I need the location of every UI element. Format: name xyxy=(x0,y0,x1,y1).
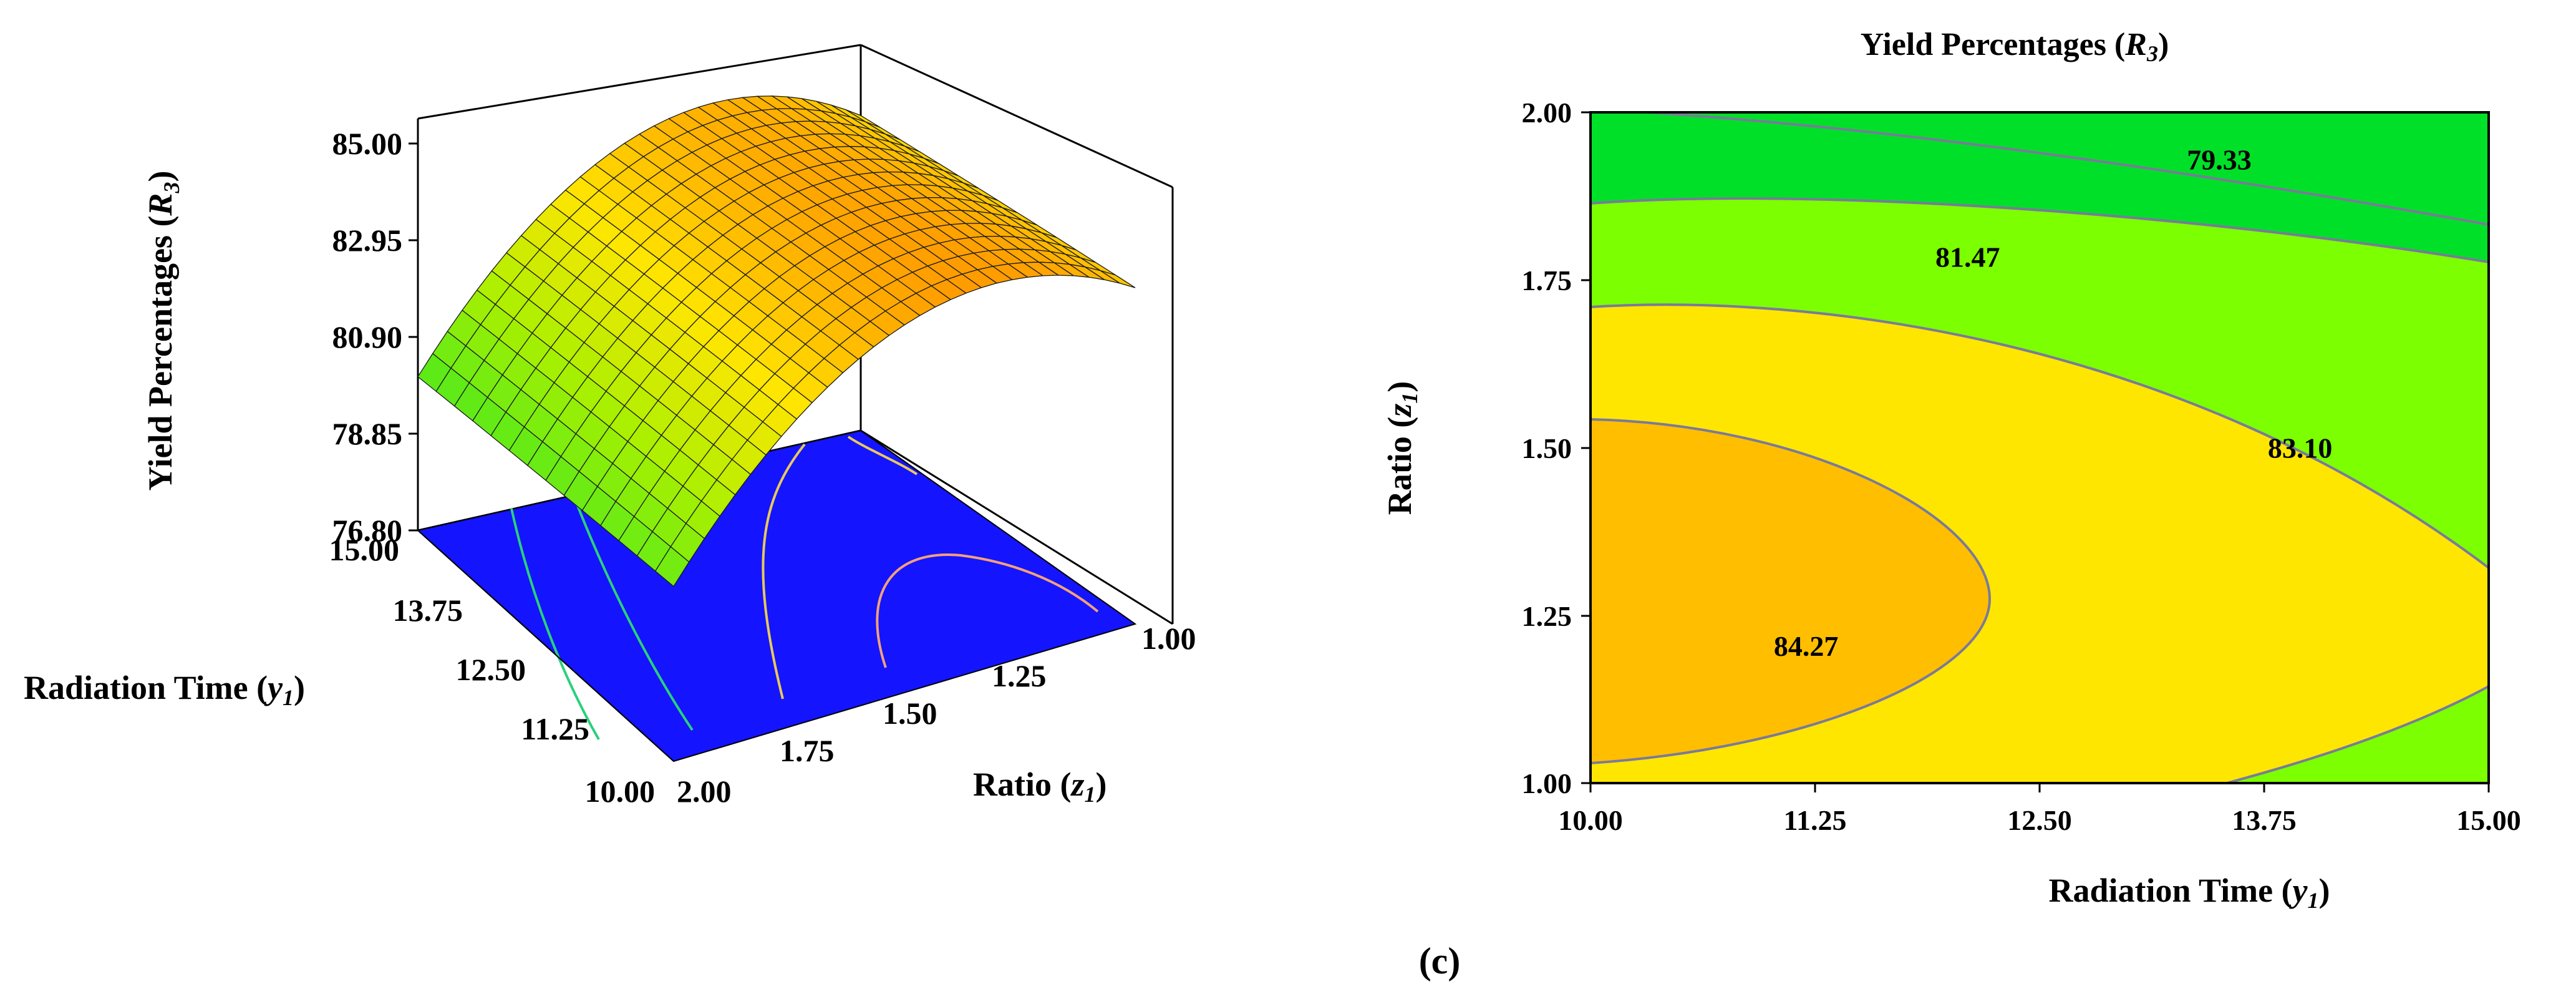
ratio-tick-label: 1.00 xyxy=(1141,621,1196,656)
ratio-axis: 2.00 1.75 1.50 1.25 1.00 Ratio (z1) xyxy=(677,621,1196,809)
floor-contour-line xyxy=(847,436,918,475)
contour-title-main: Yield Percentages ( xyxy=(1861,27,2126,62)
contour-x-tick-label: 12.50 xyxy=(2007,804,2072,836)
time-tick-label: 11.25 xyxy=(521,711,589,746)
contour-x-title-main: Radiation Time ( xyxy=(2048,872,2292,909)
time-axis-title-close: ) xyxy=(294,669,305,706)
contour-labels: 79.33 81.47 83.10 84.27 xyxy=(1774,144,2333,661)
ratio-tick-label: 1.50 xyxy=(883,696,937,731)
time-axis-title-main: Radiation Time ( xyxy=(24,669,268,706)
contour-x-tick-label: 10.00 xyxy=(1558,804,1623,836)
floor-contours xyxy=(510,436,1099,740)
z-tick: 85.00 xyxy=(332,126,418,161)
ratio-axis-title-sub: 1 xyxy=(1084,782,1095,807)
contour-line-83-corner xyxy=(2226,685,2489,783)
time-tick-label: 12.50 xyxy=(456,652,526,687)
floor-contour-line xyxy=(573,495,694,731)
floor-contour-line xyxy=(876,553,1099,668)
contour-x-tick-label: 13.75 xyxy=(2232,804,2297,836)
time-axis-line xyxy=(417,530,674,762)
frame-floor-back-right xyxy=(860,429,1173,625)
contour-y-tick-label: 1.00 xyxy=(1522,767,1572,799)
surface-facet xyxy=(654,546,690,587)
contour-line-79 xyxy=(1646,112,2489,226)
contour-level-label: 84.27 xyxy=(1774,630,1839,662)
contour-lines xyxy=(1591,112,2489,783)
contour-line-83 xyxy=(1591,303,2489,569)
contour-x-axis-title: Radiation Time (y1) xyxy=(2048,872,2330,913)
contour-title-close: ) xyxy=(2158,27,2169,62)
contour-level-label: 83.10 xyxy=(2268,432,2333,464)
contour-x-axis: 10.00 11.25 12.50 13.75 15.00 Radiation … xyxy=(1558,783,2521,913)
contour-title: Yield Percentages (R3) xyxy=(1861,27,2169,66)
contour-y-tick-label: 1.50 xyxy=(1522,432,1572,464)
z-tick-label: 76.80 xyxy=(332,513,403,548)
z-tick-label: 82.95 xyxy=(332,223,403,258)
contour-x-tick-label: 11.25 xyxy=(1784,804,1847,836)
contour-regions xyxy=(1591,112,2489,783)
time-axis-title: Radiation Time (y1) xyxy=(24,669,305,710)
z-tick: 82.95 xyxy=(332,223,418,258)
contour-x-tick-label: 15.00 xyxy=(2456,804,2521,836)
time-tick-label: 15.00 xyxy=(329,532,400,567)
contour-y-tick-label: 2.00 xyxy=(1522,97,1572,129)
z-tick: 78.85 xyxy=(332,416,418,451)
contour-x-title-sub: 1 xyxy=(2308,888,2319,913)
z-tick-label: 80.90 xyxy=(332,319,403,354)
contour-y-title-close: ) xyxy=(1381,381,1418,392)
ratio-axis-title-close: ) xyxy=(1095,766,1106,803)
time-axis-title-var: y xyxy=(264,669,283,706)
ratio-axis-title-var: z xyxy=(1070,766,1084,803)
z-tick: 80.90 xyxy=(332,319,418,354)
z-tick-label: 78.85 xyxy=(332,416,403,451)
contour-y-tick-label: 1.25 xyxy=(1522,600,1572,632)
z-axis-title-sub: 3 xyxy=(159,182,184,194)
response-surface xyxy=(417,95,1136,587)
contour-level-label: 81.47 xyxy=(1935,241,2000,273)
ratio-tick-label: 2.00 xyxy=(677,774,732,809)
ratio-axis-title-main: Ratio ( xyxy=(973,766,1071,803)
surface-plot: 85.00 82.95 80.90 78.85 76.80 Yield Perc… xyxy=(24,44,1196,809)
contour-plot: Yield Percentages (R3) 79.33 81.47 83.10 84… xyxy=(1381,27,2521,913)
contour-y-axis-title: Ratio (z1) xyxy=(1381,381,1422,515)
contour-title-var: R xyxy=(2124,27,2147,62)
ratio-tick-label: 1.25 xyxy=(992,658,1047,693)
time-axis-title-sub: 1 xyxy=(283,685,294,710)
floor-contour-line xyxy=(510,508,600,740)
contour-y-axis: 2.00 1.75 1.50 1.25 1.00 Ratio (z1) xyxy=(1381,97,1591,799)
time-tick-label: 13.75 xyxy=(393,593,463,628)
contour-line-84 xyxy=(1591,418,1992,764)
contour-title-sub: 3 xyxy=(2146,41,2158,66)
z-axis-title-var: R xyxy=(142,193,179,217)
frame-right-top xyxy=(860,44,1173,188)
z-tick-label: 85.00 xyxy=(332,126,403,161)
contour-x-title-close: ) xyxy=(2319,872,2330,909)
contour-y-title-main: Ratio ( xyxy=(1381,417,1418,515)
time-axis: 15.00 13.75 12.50 11.25 10.00 Radiation … xyxy=(24,530,674,809)
contour-line-81 xyxy=(1591,197,2489,263)
z-axis-title-main: Yield Percentages ( xyxy=(142,216,179,491)
contour-x-title-var: y xyxy=(2289,872,2308,909)
z-tick: 76.80 xyxy=(332,513,418,548)
frame-back-top xyxy=(417,44,861,120)
figure-label: (c) xyxy=(1419,940,1461,982)
time-tick-label: 10.00 xyxy=(585,774,656,809)
z-axis: 85.00 82.95 80.90 78.85 76.80 Yield Perc… xyxy=(142,126,418,548)
contour-level-label: 79.33 xyxy=(2187,144,2252,175)
floor-contour-line xyxy=(762,443,806,699)
region-above-84 xyxy=(1591,419,1990,763)
ratio-axis-title: Ratio (z1) xyxy=(973,766,1106,807)
contour-y-title-var: z xyxy=(1381,404,1418,418)
z-axis-title: Yield Percentages (R3) xyxy=(142,171,184,491)
z-axis-title-close: ) xyxy=(142,171,179,182)
ratio-tick-label: 1.75 xyxy=(780,733,835,768)
contour-y-tick-label: 1.75 xyxy=(1522,265,1572,296)
contour-y-title-sub: 1 xyxy=(1397,392,1422,404)
